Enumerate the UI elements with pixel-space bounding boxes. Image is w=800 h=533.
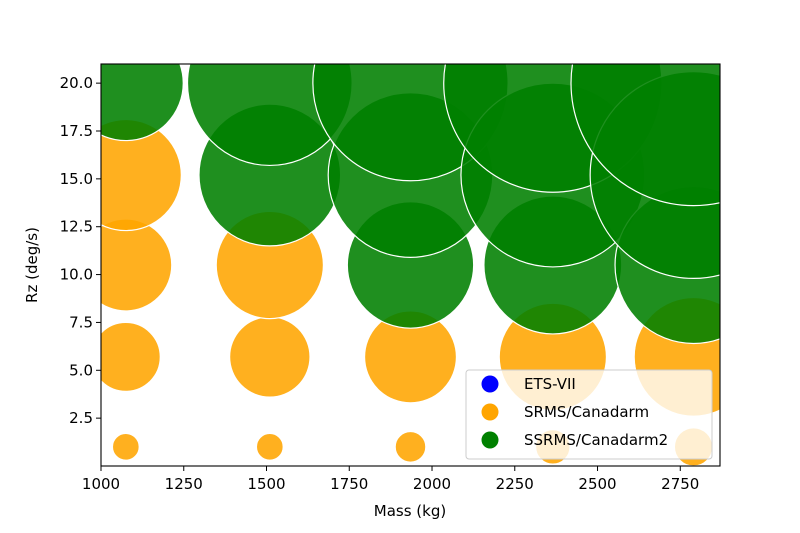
x-tick-label: 2500 bbox=[578, 475, 616, 493]
y-axis-label: Rz (deg/s) bbox=[23, 227, 41, 303]
plot-frame bbox=[100, 63, 721, 467]
y-tick-label: 20.0 bbox=[60, 74, 93, 92]
x-tick-label: 2000 bbox=[413, 475, 451, 493]
legend-box bbox=[465, 369, 713, 460]
y-tick-label: 12.5 bbox=[60, 218, 93, 236]
y-tick-label: 2.5 bbox=[69, 409, 93, 427]
legend-label: SRMS/Canadarm bbox=[524, 403, 649, 421]
y-tick-label: 15.0 bbox=[60, 170, 93, 188]
bubble-point bbox=[111, 432, 140, 461]
bubble-point bbox=[570, 64, 720, 207]
y-tick-label: 10.0 bbox=[60, 266, 93, 284]
x-tick-label: 1500 bbox=[247, 475, 285, 493]
legend-label: SSRMS/Canadarm2 bbox=[524, 431, 668, 449]
legend-label: ETS-VII bbox=[524, 375, 576, 393]
legend: ETS-VII SRMS/Canadarm SSRMS/Canadarm2 bbox=[465, 369, 713, 460]
bubble-point bbox=[101, 321, 161, 392]
series-ssrms-canadarm2 bbox=[101, 64, 720, 345]
y-tick-label: 5.0 bbox=[69, 361, 93, 379]
x-tick-label: 1250 bbox=[165, 475, 203, 493]
bubble-point bbox=[229, 316, 311, 398]
y-tick-label: 17.5 bbox=[60, 122, 93, 140]
bubble-point bbox=[101, 64, 184, 142]
x-tick-label: 2750 bbox=[661, 475, 699, 493]
bubble-point bbox=[255, 432, 284, 461]
x-axis-label: Mass (kg) bbox=[374, 502, 446, 520]
legend-marker bbox=[481, 431, 499, 449]
x-tick-label: 2250 bbox=[496, 475, 534, 493]
legend-marker bbox=[481, 375, 499, 393]
legend-marker bbox=[481, 403, 499, 421]
x-tick-label: 1000 bbox=[82, 475, 120, 493]
bubble-point bbox=[394, 430, 427, 463]
x-tick-label: 1750 bbox=[330, 475, 368, 493]
y-tick-label: 7.5 bbox=[69, 313, 93, 331]
axes-layer: 1000 1250 1500 1750 2000 2250 2500 2750 2.5 5.0 7.… bbox=[60, 63, 721, 493]
bubble-point bbox=[101, 218, 173, 312]
